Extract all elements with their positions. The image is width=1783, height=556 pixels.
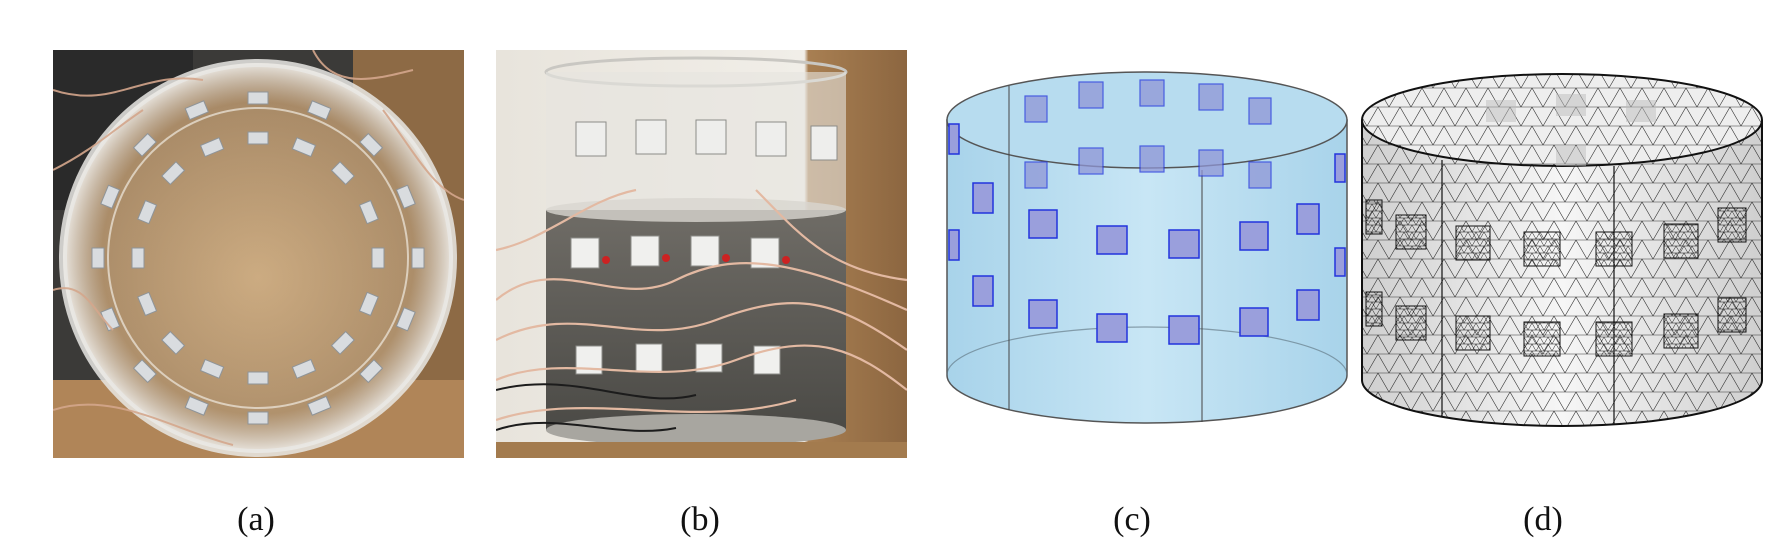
finite-element-mesh: [1356, 50, 1767, 458]
photo-side-view-image: [496, 50, 907, 458]
panel-label-b: (b): [680, 501, 720, 538]
photo-top-view: [53, 50, 464, 458]
panel-label-a: (a): [237, 501, 275, 538]
photo-top-view-image: [53, 50, 464, 458]
photo-side-view: [496, 50, 907, 458]
panel-label-d: (d): [1523, 501, 1563, 538]
panel-label-c: (c): [1113, 501, 1151, 538]
cad-model-image: [946, 71, 1348, 424]
finite-element-mesh-image: [1361, 73, 1763, 427]
cad-model: [937, 50, 1348, 458]
